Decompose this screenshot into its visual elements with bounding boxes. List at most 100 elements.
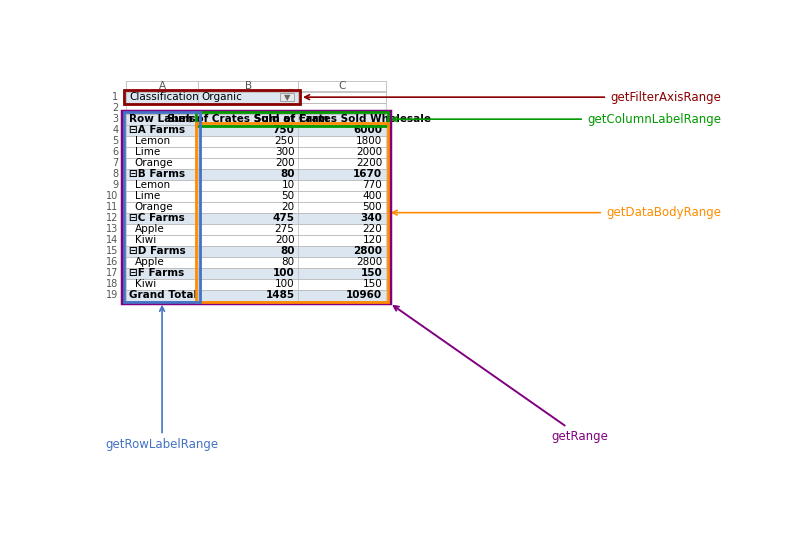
Text: 2800: 2800: [353, 246, 382, 256]
Text: 1485: 1485: [265, 290, 294, 300]
Text: 120: 120: [363, 235, 382, 245]
Text: 3: 3: [112, 114, 119, 124]
Text: 9: 9: [112, 180, 119, 190]
Text: 100: 100: [273, 268, 294, 278]
Text: B: B: [245, 81, 252, 91]
Text: getFilterAxisRange: getFilterAxisRange: [305, 91, 721, 103]
Text: A: A: [158, 81, 166, 91]
Text: 250: 250: [275, 136, 294, 146]
Text: 150: 150: [363, 279, 382, 289]
Text: 6000: 6000: [353, 125, 382, 135]
Text: Classification: Classification: [130, 92, 200, 102]
Text: 80: 80: [281, 257, 294, 267]
Text: Orange: Orange: [135, 158, 174, 168]
Text: 200: 200: [275, 158, 294, 168]
Text: 150: 150: [360, 268, 382, 278]
Text: 275: 275: [275, 224, 294, 234]
Text: Lime: Lime: [135, 147, 160, 157]
Text: 2: 2: [112, 103, 119, 113]
Bar: [126, 224, 386, 234]
Text: Apple: Apple: [135, 257, 165, 267]
Text: getDataBodyRange: getDataBodyRange: [393, 206, 721, 219]
Text: 340: 340: [360, 213, 382, 223]
Text: getColumnLabelRange: getColumnLabelRange: [393, 113, 721, 126]
Bar: [126, 147, 386, 157]
Bar: [126, 191, 386, 202]
Bar: [126, 289, 386, 301]
Text: Sum of Crates Sold Wholesale: Sum of Crates Sold Wholesale: [254, 114, 431, 124]
Text: Kiwi: Kiwi: [135, 235, 156, 245]
Text: ⊟C Farms: ⊟C Farms: [128, 213, 184, 223]
Bar: [280, 93, 294, 101]
Text: 13: 13: [107, 224, 119, 234]
Text: Kiwi: Kiwi: [135, 279, 156, 289]
Text: 19: 19: [107, 290, 119, 300]
Text: ▼: ▼: [284, 93, 290, 102]
Text: 1800: 1800: [356, 136, 382, 146]
Text: 17: 17: [106, 268, 119, 278]
Bar: [126, 202, 386, 213]
Text: 15: 15: [106, 246, 119, 256]
Text: 8: 8: [112, 169, 119, 179]
Text: Grand Total: Grand Total: [128, 290, 196, 300]
Bar: [126, 234, 386, 246]
Text: ⊟B Farms: ⊟B Farms: [128, 169, 185, 179]
Text: 770: 770: [363, 180, 382, 190]
Bar: [126, 157, 386, 169]
Text: 1: 1: [112, 92, 119, 102]
Text: Lemon: Lemon: [135, 136, 170, 146]
Text: 7: 7: [112, 158, 119, 168]
Text: getRange: getRange: [393, 306, 608, 443]
Text: Lime: Lime: [135, 191, 160, 201]
Text: 200: 200: [275, 235, 294, 245]
Text: 12: 12: [106, 213, 119, 223]
Text: 400: 400: [363, 191, 382, 201]
Text: 11: 11: [107, 202, 119, 212]
Text: Row Labels: Row Labels: [129, 114, 196, 124]
Text: 475: 475: [272, 213, 294, 223]
Text: ⊟D Farms: ⊟D Farms: [128, 246, 185, 256]
Bar: [126, 169, 386, 179]
Text: 5: 5: [112, 136, 119, 146]
Text: 2200: 2200: [356, 158, 382, 168]
Bar: [126, 246, 386, 257]
Text: 100: 100: [275, 279, 294, 289]
Text: Lemon: Lemon: [135, 180, 170, 190]
Text: 2800: 2800: [356, 257, 382, 267]
Bar: [126, 125, 386, 136]
Text: C: C: [339, 81, 346, 91]
Text: 14: 14: [107, 235, 119, 245]
Bar: [126, 279, 386, 289]
Text: 20: 20: [281, 202, 294, 212]
Text: 2000: 2000: [356, 147, 382, 157]
Bar: [126, 268, 386, 279]
Text: Apple: Apple: [135, 224, 165, 234]
Text: 80: 80: [280, 169, 294, 179]
Bar: [126, 114, 386, 125]
Text: 300: 300: [275, 147, 294, 157]
Text: 500: 500: [363, 202, 382, 212]
Text: ⊟F Farms: ⊟F Farms: [128, 268, 183, 278]
Bar: [126, 92, 298, 102]
Bar: [126, 179, 386, 191]
Text: 80: 80: [280, 246, 294, 256]
Text: ▼: ▼: [187, 115, 193, 123]
Bar: [126, 257, 386, 268]
Text: 18: 18: [107, 279, 119, 289]
Text: 10: 10: [281, 180, 294, 190]
Text: 50: 50: [281, 191, 294, 201]
Text: 10: 10: [107, 191, 119, 201]
Text: 6: 6: [112, 147, 119, 157]
Text: 220: 220: [363, 224, 382, 234]
Text: 750: 750: [272, 125, 294, 135]
Text: 1670: 1670: [353, 169, 382, 179]
Bar: [126, 136, 386, 147]
Text: 16: 16: [107, 257, 119, 267]
Text: Orange: Orange: [135, 202, 174, 212]
Text: 10960: 10960: [346, 290, 382, 300]
Text: Organic: Organic: [202, 92, 242, 102]
Text: 4: 4: [112, 125, 119, 135]
Bar: [126, 213, 386, 224]
Text: getRowLabelRange: getRowLabelRange: [106, 307, 219, 451]
Text: ⊟A Farms: ⊟A Farms: [128, 125, 185, 135]
